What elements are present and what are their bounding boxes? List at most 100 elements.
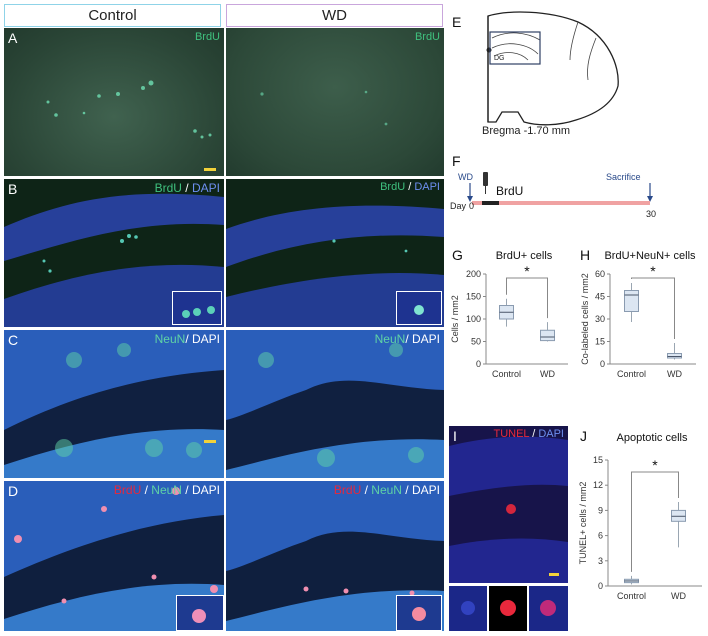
dapi-label: DAPI xyxy=(191,332,220,346)
wd-label: WD xyxy=(458,172,473,182)
dapi-layer xyxy=(226,205,444,327)
panel-i-inset-tunel xyxy=(489,586,527,631)
panel-i-inset-dapi xyxy=(449,586,487,631)
neun-label: NeuN xyxy=(151,483,182,497)
brdu-label: BrdU xyxy=(154,181,182,195)
category-label: Control xyxy=(492,369,521,379)
dapi-layer xyxy=(4,193,224,327)
panel-letter-c: C xyxy=(8,332,19,348)
dapi-label: DAPI xyxy=(538,428,564,440)
y-tick-label: 12 xyxy=(593,480,603,490)
dapi-label: DAPI xyxy=(191,483,220,497)
sacrifice-label: Sacrifice xyxy=(606,172,641,182)
scale-bar xyxy=(549,573,559,576)
y-tick-label: 15 xyxy=(595,337,605,347)
panel-a-wd: BrdU xyxy=(226,28,444,176)
brain-schematic: DG xyxy=(486,11,619,126)
day-end: 30 xyxy=(646,209,656,219)
brdu-cells xyxy=(46,80,212,139)
panel-b-control: B BrdU / DAPI xyxy=(4,179,224,327)
panel-c-control: C NeuN/ DAPI xyxy=(4,330,224,478)
category-label: WD xyxy=(667,369,682,379)
panel-letter-i: I xyxy=(453,428,457,444)
panel-i-inset-merge xyxy=(529,586,568,631)
separator: / xyxy=(181,181,192,195)
separator: / xyxy=(181,483,192,497)
brdu-label: BrdU xyxy=(496,184,523,198)
significance-bracket xyxy=(631,471,679,572)
category-label: Control xyxy=(617,591,646,601)
stain-label: BrdU / NeuN / DAPI xyxy=(114,483,220,497)
inset-cell xyxy=(461,601,475,615)
y-tick-label: 50 xyxy=(471,337,481,347)
tunel-label: TUNEL xyxy=(493,428,530,440)
stain-label: BrdU xyxy=(194,31,220,43)
separator: / xyxy=(185,332,192,346)
y-tick-label: 150 xyxy=(466,292,481,302)
box xyxy=(624,290,639,312)
significance-bracket xyxy=(506,277,548,319)
inset-image xyxy=(176,595,224,631)
tunel-cell xyxy=(506,504,516,514)
syringe-icon xyxy=(483,172,488,186)
brdu-label: BrdU xyxy=(333,483,362,497)
separator: / xyxy=(141,483,152,497)
significance-marker: * xyxy=(650,264,656,279)
y-tick-label: 6 xyxy=(598,531,603,541)
category-label: WD xyxy=(540,369,555,379)
y-tick-label: 0 xyxy=(476,359,481,369)
separator: / xyxy=(529,428,539,440)
significance-marker: * xyxy=(652,457,658,473)
header-control: Control xyxy=(4,4,221,27)
y-tick-label: 200 xyxy=(466,269,481,279)
merge-layer xyxy=(4,481,224,631)
inset-image xyxy=(172,291,222,325)
y-axis-label: TUNEL+ cells / mm2 xyxy=(578,482,588,565)
inset-cells xyxy=(182,306,215,318)
significance-marker: * xyxy=(524,264,530,279)
stain-label: BrdU / DAPI xyxy=(380,181,440,193)
panel-letter-b: B xyxy=(8,181,18,197)
dapi-label: DAPI xyxy=(191,181,220,195)
y-tick-label: 0 xyxy=(600,359,605,369)
dapi-label: DAPI xyxy=(411,332,440,346)
y-tick-label: 3 xyxy=(598,556,603,566)
y-axis-label: Co-labeled cells / mm2 xyxy=(580,273,590,365)
category-label: Control xyxy=(617,369,646,379)
stain-label: NeuN/ DAPI xyxy=(155,332,220,346)
separator: / xyxy=(401,483,412,497)
panel-letter-d: D xyxy=(8,483,19,499)
y-tick-label: 9 xyxy=(598,505,603,515)
separator: / xyxy=(361,483,372,497)
scale-bar xyxy=(204,440,216,443)
inset-image xyxy=(396,595,442,631)
brdu-label: BrdU xyxy=(113,483,142,497)
bregma-label: Bregma -1.70 mm xyxy=(482,125,571,137)
inset-cells xyxy=(414,305,424,315)
inset-cells xyxy=(412,607,426,621)
neun-layer xyxy=(226,330,444,478)
category-label: WD xyxy=(671,591,686,601)
panel-letter-j: J xyxy=(580,428,587,444)
separator: / xyxy=(405,332,412,346)
panel-i-image: I TUNEL / DAPI xyxy=(449,426,568,583)
panel-b-wd: BrdU / DAPI xyxy=(226,179,444,327)
panel-c-wd: NeuN/ DAPI xyxy=(226,330,444,478)
y-tick-label: 100 xyxy=(466,314,481,324)
inset-cells xyxy=(192,609,206,623)
box xyxy=(667,353,682,359)
stain-label: BrdU xyxy=(414,31,440,43)
box-chart-h: Co-labeled cells / mm2 0 15 30 45 60 Control WD… xyxy=(580,264,696,379)
stain-label: BrdU / DAPI xyxy=(155,181,220,195)
neun-label: NeuN xyxy=(371,483,402,497)
neun-label: NeuN xyxy=(374,332,406,346)
y-axis-label: Cells / mm2 xyxy=(450,295,460,343)
y-tick-label: 15 xyxy=(593,455,603,465)
panel-a-control: A BrdU xyxy=(4,28,224,176)
panel-d-wd: BrdU / NeuN / DAPI xyxy=(226,481,444,631)
scale-bar xyxy=(204,168,216,171)
stain-label: NeuN/ DAPI xyxy=(375,332,440,346)
header-wd: WD xyxy=(226,4,443,27)
day-label: Day xyxy=(450,201,467,211)
panel-d-control: D BrdU / NeuN / DAPI xyxy=(4,481,224,631)
